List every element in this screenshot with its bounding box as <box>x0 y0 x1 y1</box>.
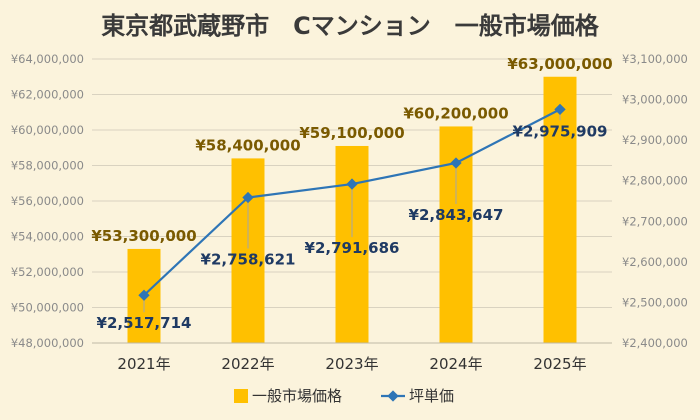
y-left-tick-label: ¥58,000,000 <box>11 159 84 173</box>
y-right-tick-label: ¥2,500,000 <box>622 295 688 309</box>
y-left-tick-label: ¥50,000,000 <box>11 301 84 315</box>
bar-data-label: ¥53,300,000 <box>91 227 196 245</box>
line-point <box>242 191 254 204</box>
bar-data-label: ¥59,100,000 <box>299 124 404 142</box>
y-right-tick-label: ¥2,400,000 <box>622 336 688 350</box>
y-left-tick-label: ¥64,000,000 <box>11 52 84 66</box>
legend-label-bar: 一般市場価格 <box>252 387 342 405</box>
x-tick-label: 2025年 <box>533 355 586 373</box>
x-tick-label: 2023年 <box>325 355 378 373</box>
x-tick-label: 2024年 <box>429 355 482 373</box>
line-data-label: ¥2,975,909 <box>513 122 608 140</box>
y-right-tick-label: ¥2,600,000 <box>622 255 688 269</box>
legend-label-line: 坪単価 <box>409 387 454 405</box>
y-left-tick-label: ¥52,000,000 <box>11 265 84 279</box>
y-right-tick-label: ¥2,900,000 <box>622 133 688 147</box>
line-point <box>138 289 150 301</box>
legend: 一般市場価格 坪単価 <box>234 387 454 405</box>
bar-data-label: ¥60,200,000 <box>403 104 508 122</box>
line-data-label: ¥2,843,647 <box>409 206 504 224</box>
bar <box>543 76 577 343</box>
bar <box>231 158 265 343</box>
y-right-tick-label: ¥3,000,000 <box>622 93 688 107</box>
x-tick-label: 2021年 <box>117 355 170 373</box>
y-right-tick-label: ¥2,700,000 <box>622 214 688 228</box>
line-point <box>450 157 462 169</box>
y-right-tick-label: ¥3,100,000 <box>622 52 688 66</box>
y-left-tick-label: ¥62,000,000 <box>11 88 84 102</box>
chart-title: 東京都武蔵野市 Cマンション 一般市場価格 <box>101 12 600 40</box>
y-left-tick-label: ¥48,000,000 <box>11 336 84 350</box>
y-left-tick-label: ¥60,000,000 <box>11 123 84 137</box>
y-left-tick-label: ¥56,000,000 <box>11 194 84 208</box>
x-tick-label: 2022年 <box>221 355 274 373</box>
legend-swatch-bar <box>234 389 248 403</box>
legend-marker-line <box>387 390 399 402</box>
line-data-label: ¥2,758,621 <box>201 251 296 269</box>
line-data-label: ¥2,791,686 <box>305 239 400 257</box>
y-right-tick-label: ¥2,800,000 <box>622 174 688 188</box>
bar-data-label: ¥58,400,000 <box>195 136 300 154</box>
y-left-tick-label: ¥54,000,000 <box>11 230 84 244</box>
line-point <box>346 178 358 190</box>
line-data-label: ¥2,517,714 <box>97 314 192 332</box>
bar-data-label: ¥63,000,000 <box>507 55 612 73</box>
